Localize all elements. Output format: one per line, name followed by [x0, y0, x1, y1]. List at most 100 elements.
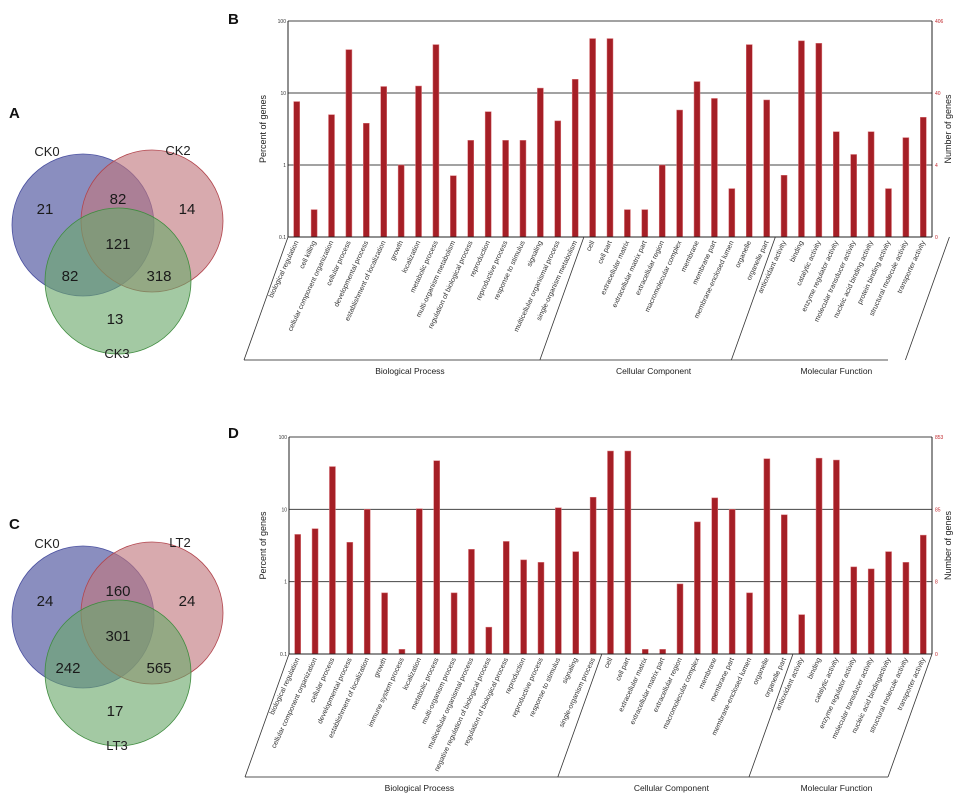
bar: [328, 114, 335, 238]
y-tick-label: 10: [280, 91, 286, 97]
bar: [642, 649, 649, 655]
group-label: Cellular Component: [616, 366, 692, 376]
category-label: single-organism process: [559, 656, 598, 728]
category-label: cell part: [597, 240, 614, 265]
venn-region-13: 242: [55, 660, 80, 677]
bar: [902, 562, 910, 655]
bar: [571, 79, 579, 238]
venn-set-label-3: LT3: [106, 738, 127, 753]
group-divider: [748, 653, 794, 778]
y2-tick-label: 0: [935, 652, 938, 658]
bar: [502, 541, 510, 655]
bar: [589, 38, 596, 238]
bar: [850, 154, 857, 238]
bar: [433, 460, 440, 655]
group-divider: [887, 653, 933, 778]
group-label: Cellular Component: [634, 783, 710, 793]
venn-region-23: 565: [146, 660, 171, 677]
bar: [363, 509, 371, 655]
bar: [415, 85, 422, 238]
group-label: Biological Process: [385, 783, 454, 793]
bar: [450, 592, 458, 655]
venn-region-only-3: 17: [107, 703, 124, 720]
venn-region-12: 82: [110, 191, 127, 208]
bar: [606, 38, 614, 238]
bar: [711, 98, 718, 238]
category-label: cell part: [615, 657, 632, 682]
bar: [728, 188, 736, 238]
group-divider: [243, 236, 289, 361]
y-tick-label: 100: [278, 19, 287, 25]
bar: [484, 111, 492, 238]
group-label: Biological Process: [375, 366, 444, 376]
bar: [311, 528, 319, 655]
bar: [624, 450, 632, 655]
venn-region-12: 160: [105, 583, 130, 600]
bar: [745, 44, 753, 238]
bar: [780, 175, 788, 238]
venn-set-label-2: LT2: [169, 535, 190, 550]
group-divider: [557, 653, 603, 778]
bar: [381, 592, 388, 655]
category-label: growth: [373, 657, 388, 679]
venn-region-123: 301: [105, 628, 130, 645]
bar: [676, 109, 683, 238]
bar: [294, 534, 301, 655]
bar: [693, 81, 701, 238]
bar: [658, 164, 666, 238]
y2-tick-label: 40: [935, 91, 941, 97]
venn-region-only-1: 24: [37, 593, 54, 610]
bar: [432, 44, 440, 238]
venn-set-label-2: CK2: [165, 143, 190, 158]
category-label: organelle: [735, 240, 754, 269]
bar: [746, 592, 753, 655]
bar: [624, 209, 631, 238]
bar: [519, 140, 527, 238]
category-label: binding: [807, 657, 823, 681]
bar: [363, 123, 370, 238]
panel-label-a: A: [9, 105, 20, 122]
y2-tick-label: 0: [935, 235, 938, 241]
bar: [781, 514, 788, 655]
y-tick-label: 1: [284, 580, 287, 586]
bar: [902, 137, 910, 238]
bar: [537, 562, 545, 655]
venn-region-only-2: 24: [179, 593, 196, 610]
y2-tick-label: 4: [935, 163, 938, 169]
y2-tick-label: 853: [935, 435, 944, 441]
venn-circle-lt3: [44, 599, 192, 747]
bar: [467, 140, 475, 238]
bar: [815, 43, 823, 238]
venn-set-label-1: CK0: [34, 144, 59, 159]
bar: [572, 551, 579, 655]
bar: [885, 551, 892, 655]
bar: [537, 87, 544, 238]
bar: [380, 86, 387, 238]
bar: [798, 40, 805, 238]
group-divider: [539, 236, 585, 361]
category-label: signaling: [526, 240, 544, 268]
bar: [310, 209, 318, 238]
group-label: Molecular Function: [800, 366, 872, 376]
venn-diagram-a: A CK0 CK2 CK3 21 82 14 121 82 318 13: [9, 105, 224, 361]
bar: [728, 509, 736, 655]
group-divider: [244, 653, 290, 778]
bar: [850, 566, 858, 655]
bar: [554, 120, 562, 238]
venn-set-label-3: CK3: [104, 346, 129, 361]
y-tick-label: 0.1: [280, 652, 287, 658]
bar: [763, 99, 770, 238]
venn-region-23: 318: [146, 268, 171, 285]
group-label: Molecular Function: [801, 783, 873, 793]
y2-tick-label: 406: [935, 19, 944, 25]
bar: [694, 521, 701, 655]
venn-set-label-1: CK0: [34, 536, 59, 551]
bar: [607, 450, 614, 655]
y-tick-label: 100: [279, 435, 288, 441]
bar: [763, 458, 771, 655]
y-axis-title: Percent of genes: [258, 511, 268, 580]
bar: [920, 534, 927, 655]
y-tick-label: 0.1: [279, 235, 286, 241]
